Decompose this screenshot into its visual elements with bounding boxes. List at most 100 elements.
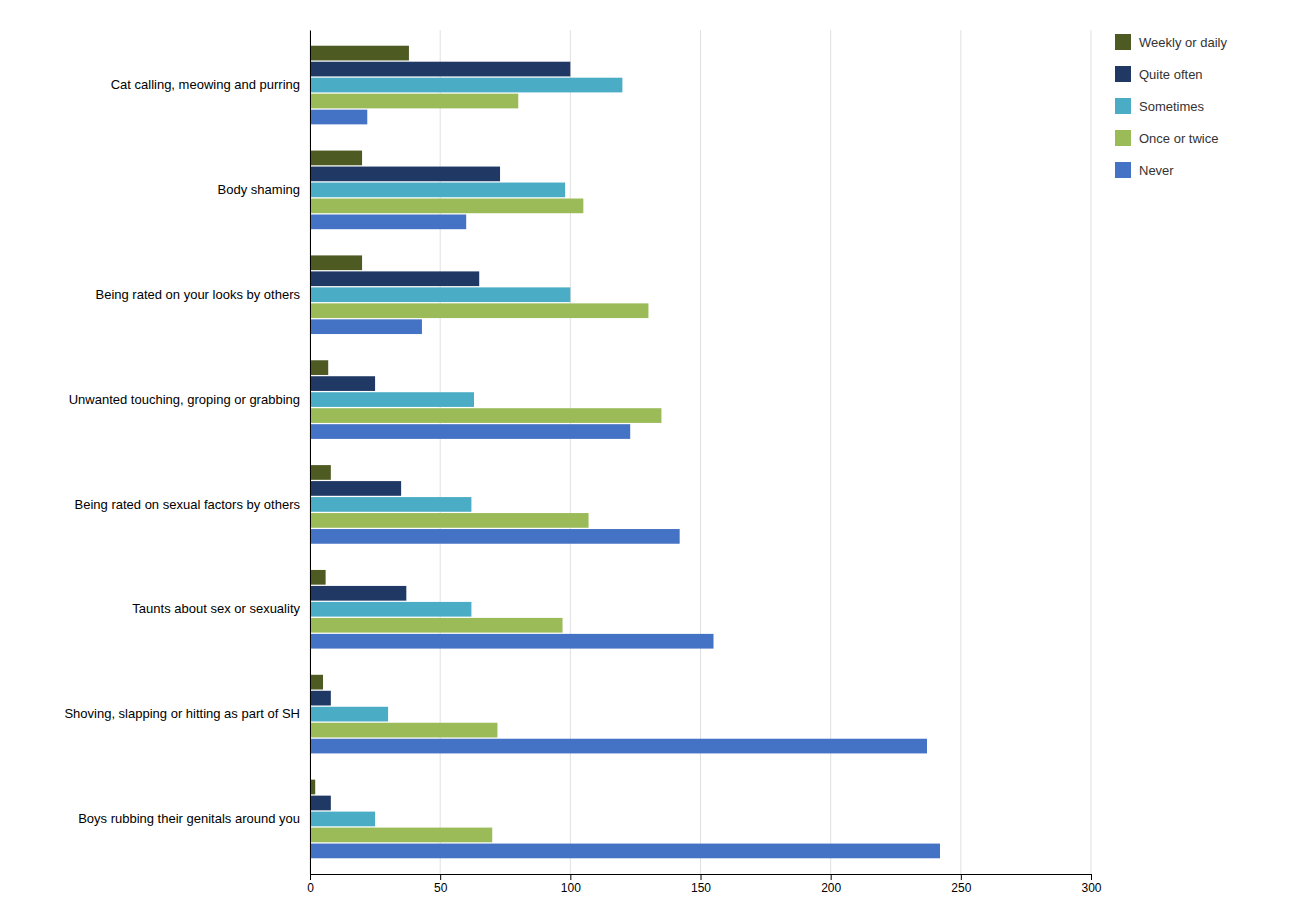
bars	[310, 46, 940, 859]
chart: 0 50 100 150 200 250 300 Cat calling, meowing a…	[0, 0, 1291, 924]
tick-label: Boys rubbing their genitals around you	[78, 811, 300, 826]
bar	[310, 319, 422, 334]
bar	[310, 255, 362, 270]
bar	[310, 739, 927, 754]
bar	[310, 183, 565, 198]
bar	[310, 465, 331, 480]
legend-label: Weekly or daily	[1139, 35, 1227, 50]
grid-line	[960, 30, 961, 874]
x-axis: 0 50 100 150 200 250 300	[307, 874, 1102, 895]
tick: Cat calling, meowing and purring	[111, 77, 310, 92]
tick-label: 250	[951, 881, 971, 895]
series	[310, 94, 661, 843]
tick: 100	[561, 874, 581, 895]
tick: 250	[951, 874, 971, 895]
tick-label: Taunts about sex or sexuality	[132, 601, 300, 616]
tick: Body shaming	[218, 182, 310, 197]
bar	[310, 481, 401, 496]
series	[310, 78, 622, 827]
bar	[310, 110, 367, 125]
tick-mark	[1091, 874, 1092, 880]
tick-label: 300	[1081, 881, 1101, 895]
tick: Boys rubbing their genitals around you	[78, 811, 310, 826]
tick-label: Body shaming	[218, 182, 300, 197]
bar	[310, 513, 589, 528]
tick: Being rated on sexual factors by others	[75, 497, 310, 512]
bar	[310, 618, 563, 633]
bar	[310, 570, 326, 585]
tick: Unwanted touching, groping or grabbing	[69, 392, 310, 407]
tick: 50	[434, 874, 448, 895]
tick-label: Being rated on your looks by others	[95, 287, 300, 302]
bar	[310, 844, 940, 859]
tick-label: 100	[561, 881, 581, 895]
bar	[310, 360, 328, 375]
tick: 150	[691, 874, 711, 895]
tick-mark	[440, 874, 441, 880]
bar	[310, 602, 471, 617]
bar	[310, 215, 466, 230]
bar	[310, 199, 583, 214]
bar	[310, 586, 406, 601]
bar	[310, 529, 680, 544]
bar	[310, 94, 518, 109]
legend-label: Once or twice	[1139, 131, 1218, 146]
bar	[310, 828, 492, 843]
legend-swatch	[1115, 34, 1131, 50]
bar	[310, 78, 622, 93]
tick: 300	[1081, 874, 1101, 895]
tick: 0	[307, 874, 314, 895]
tick-label: Being rated on sexual factors by others	[75, 497, 301, 512]
legend-label: Never	[1139, 163, 1174, 178]
axis-line	[310, 31, 311, 875]
grid	[310, 30, 1091, 874]
tick-label: Cat calling, meowing and purring	[111, 77, 300, 92]
y-axis: Cat calling, meowing and purring Body sha…	[64, 31, 310, 875]
legend-item: Never	[1115, 162, 1174, 178]
tick-mark	[310, 874, 311, 880]
bar	[310, 392, 474, 407]
tick-label: 0	[307, 881, 314, 895]
bar	[310, 376, 375, 391]
legend-item: Sometimes	[1115, 98, 1205, 114]
tick: Taunts about sex or sexuality	[132, 601, 310, 616]
bar	[310, 796, 331, 811]
legend-item: Quite often	[1115, 66, 1203, 82]
tick: Shoving, slapping or hitting as part of …	[64, 706, 310, 721]
legend-swatch	[1115, 66, 1131, 82]
legend: Weekly or daily Quite often Sometimes Once …	[1115, 34, 1227, 178]
bar	[310, 812, 375, 827]
bar	[310, 271, 479, 286]
bar	[310, 62, 570, 77]
plot: 0 50 100 150 200 250 300 Cat calling, meowing a…	[64, 30, 1101, 895]
bar	[310, 303, 648, 318]
bar	[310, 634, 714, 649]
tick-label: 150	[691, 881, 711, 895]
axis-line	[311, 875, 1092, 881]
tick: Being rated on your looks by others	[95, 287, 310, 302]
legend-swatch	[1115, 130, 1131, 146]
tick-mark	[701, 874, 702, 880]
legend-item: Once or twice	[1115, 130, 1218, 146]
bar	[310, 691, 331, 706]
bar	[310, 723, 497, 738]
tick: 200	[821, 874, 841, 895]
legend-swatch	[1115, 98, 1131, 114]
grid-line	[1091, 30, 1092, 874]
bar	[310, 151, 362, 166]
tick-mark	[961, 874, 962, 880]
bar	[310, 408, 661, 423]
legend-label: Quite often	[1139, 67, 1203, 82]
tick-label: 50	[434, 881, 448, 895]
bar	[310, 167, 500, 182]
bar	[310, 46, 409, 61]
bar	[310, 287, 570, 302]
bar	[310, 497, 471, 512]
bar	[310, 424, 630, 439]
legend-item: Weekly or daily	[1115, 34, 1227, 50]
tick-label: Unwanted touching, groping or grabbing	[69, 392, 300, 407]
legend-label: Sometimes	[1139, 99, 1205, 114]
bar	[310, 675, 323, 690]
tick-mark	[570, 874, 571, 880]
grid-line	[310, 30, 311, 874]
